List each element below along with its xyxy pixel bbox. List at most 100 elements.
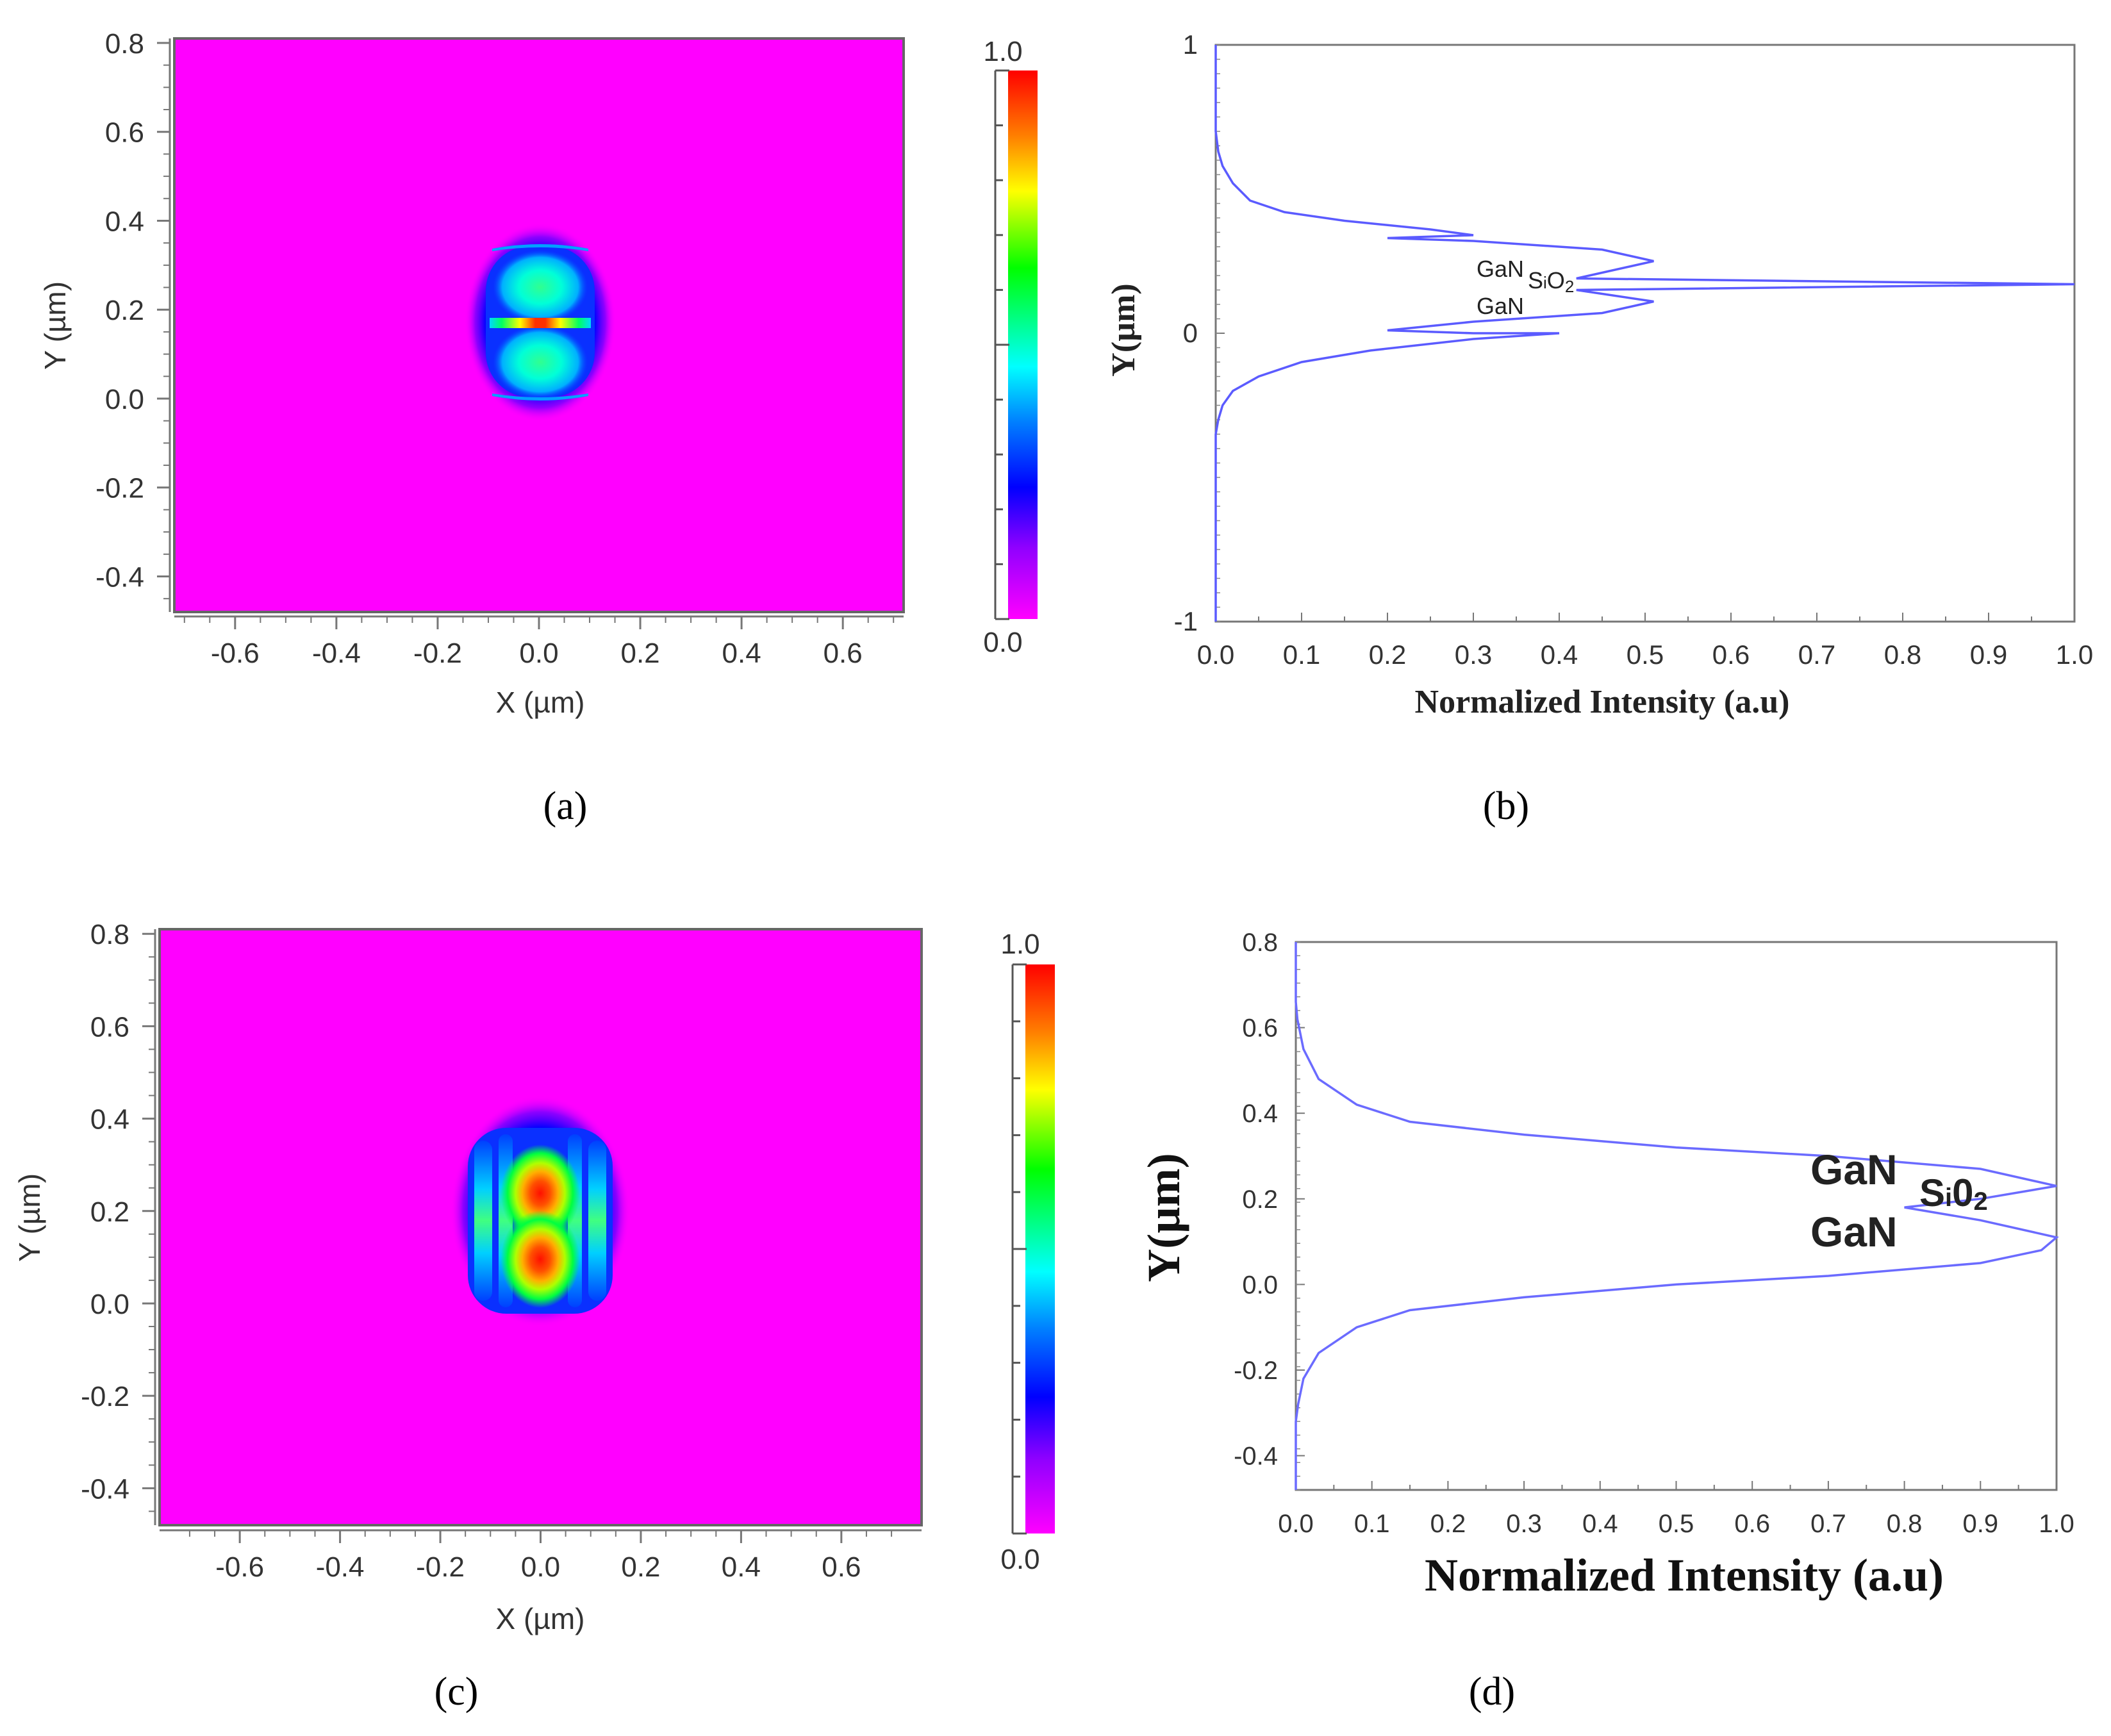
y-tick-label-a: -0.2 xyxy=(95,473,144,504)
panel-label-a: (a) xyxy=(543,784,588,828)
x-tick-label-d: 0.1 xyxy=(1354,1510,1390,1538)
y-tick-label-d: 0.6 xyxy=(1242,1014,1278,1043)
x-tick-label-b: 0.5 xyxy=(1627,640,1664,670)
y-tick-label-c: -0.2 xyxy=(81,1381,129,1412)
colorbar-a: 1.0 0.0 xyxy=(983,36,1038,658)
y-tick-label-b: 0 xyxy=(1183,318,1198,348)
y-tick-label-d: 0.0 xyxy=(1242,1271,1278,1299)
x-tick-label-b: 0.9 xyxy=(1970,640,2007,670)
x-axis-a: -0.6 -0.4 -0.2 0.0 0.2 0.4 0.6 xyxy=(174,615,904,669)
x-tick-label-b: 0.3 xyxy=(1455,640,1492,670)
x-tick-label-d: 0.3 xyxy=(1506,1510,1542,1538)
y-tick-label-c: 0.6 xyxy=(90,1011,129,1043)
y-tick-label-a: -0.4 xyxy=(95,561,144,593)
y-tick-label-b: 1 xyxy=(1183,29,1198,60)
colorbar-max-a: 1.0 xyxy=(983,36,1022,67)
x-axis-b: 0.0 0.1 0.2 0.3 0.4 0.5 0.6 0.7 0.8 0.9 1.0 xyxy=(1197,613,2093,670)
panel-a-mode-profile: -0.6 -0.4 -0.2 0.0 0.2 0.4 0.6 0.8 0.6 0.4 0.2 0.0… xyxy=(38,28,1038,828)
panel-label-d: (d) xyxy=(1469,1670,1515,1714)
y-tick-label-a: 0.4 xyxy=(105,206,144,237)
x-tick-label-a: 0.4 xyxy=(722,638,761,669)
plot-area-d xyxy=(1295,941,2058,1491)
x-tick-label-d: 1.0 xyxy=(2039,1510,2074,1538)
annotation-gan-top-d: GaN xyxy=(1810,1146,1898,1193)
annotation-sio2-d: Si02 xyxy=(1919,1171,1988,1216)
intensity-curve-b xyxy=(1214,45,2075,622)
x-tick-label-d: 0.6 xyxy=(1734,1510,1770,1538)
x-tick-label-a: -0.4 xyxy=(312,638,361,669)
x-tick-label-d: 0.5 xyxy=(1659,1510,1694,1538)
x-axis-c: -0.6 -0.4 -0.2 0.0 0.2 0.4 0.6 xyxy=(160,1529,922,1583)
x-tick-label-c: 0.6 xyxy=(822,1551,861,1583)
y-axis-label-b: Y(µm) xyxy=(1105,283,1142,376)
x-tick-label-d: 0.8 xyxy=(1887,1510,1923,1538)
x-axis-label-c: X (µm) xyxy=(496,1602,585,1635)
x-axis-label-d: Normalized Intensity (a.u) xyxy=(1425,1550,1944,1601)
field-mode-a xyxy=(465,223,616,422)
x-tick-label-d: 0.4 xyxy=(1582,1510,1618,1538)
x-tick-label-b: 0.1 xyxy=(1283,640,1320,670)
y-tick-label-d: 0.8 xyxy=(1242,929,1278,957)
y-axis-c: 0.8 0.6 0.4 0.2 0.0 -0.2 -0.4 xyxy=(81,919,156,1525)
x-tick-label-c: -0.6 xyxy=(215,1551,264,1583)
x-tick-label-a: 0.0 xyxy=(519,638,558,669)
plot-area-b xyxy=(1214,44,2076,623)
x-tick-label-a: 0.6 xyxy=(824,638,863,669)
y-tick-label-d: 0.4 xyxy=(1242,1100,1278,1128)
annotation-gan-top-b: GaN xyxy=(1477,256,1524,282)
annotation-gan-bottom-d: GaN xyxy=(1810,1208,1898,1255)
panel-c-mode-profile: -0.6 -0.4 -0.2 0.0 0.2 0.4 0.6 0.8 0.6 0.4 0.2 0.0… xyxy=(13,919,1055,1714)
x-tick-label-b: 0.4 xyxy=(1541,640,1578,670)
y-tick-label-a: 0.2 xyxy=(105,295,144,326)
x-tick-label-c: -0.4 xyxy=(316,1551,365,1583)
x-axis-d: 0.0 0.1 0.2 0.3 0.4 0.5 0.6 0.7 0.8 0.9 1.0 xyxy=(1278,1481,2074,1538)
x-tick-label-b: 0.6 xyxy=(1712,640,1750,670)
x-tick-label-b: 1.0 xyxy=(2056,640,2093,670)
annotation-gan-bottom-b: GaN xyxy=(1477,293,1524,319)
y-tick-label-c: 0.0 xyxy=(90,1289,129,1320)
x-axis-label-b: Normalized Intensity (a.u) xyxy=(1415,684,1790,720)
colorbar-c: 1.0 0.0 xyxy=(1000,929,1055,1575)
x-tick-label-a: -0.6 xyxy=(211,638,260,669)
x-tick-label-b: 0.7 xyxy=(1798,640,1835,670)
y-axis-d: 0.8 0.6 0.4 0.2 0.0 -0.2 -0.4 xyxy=(1234,929,1305,1491)
x-tick-label-b: 0.2 xyxy=(1369,640,1406,670)
y-axis-label-d: Y(µm) xyxy=(1138,1153,1189,1282)
y-tick-label-c: -0.4 xyxy=(81,1473,129,1505)
y-tick-label-b: -1 xyxy=(1174,606,1198,636)
y-axis-label-c: Y (µm) xyxy=(13,1173,46,1262)
panel-label-c: (c) xyxy=(435,1670,479,1714)
y-axis-b: 1 0 -1 xyxy=(1174,29,1225,636)
x-tick-label-c: 0.4 xyxy=(722,1551,761,1583)
y-tick-label-d: -0.2 xyxy=(1234,1357,1278,1385)
y-axis-a: 0.8 0.6 0.4 0.2 0.0 -0.2 -0.4 xyxy=(95,28,171,612)
x-tick-label-c: 0.0 xyxy=(521,1551,560,1583)
x-tick-label-a: 0.2 xyxy=(620,638,659,669)
x-tick-label-c: -0.2 xyxy=(416,1551,465,1583)
y-tick-label-a: 0.0 xyxy=(105,384,144,415)
annotation-sio2-b: SiO2 xyxy=(1528,267,1574,296)
x-tick-label-b: 0.8 xyxy=(1884,640,1921,670)
y-tick-label-d: 0.2 xyxy=(1242,1186,1278,1214)
colorbar-min-a: 0.0 xyxy=(983,627,1022,658)
panel-b-intensity-profile: 0.0 0.1 0.2 0.3 0.4 0.5 0.6 0.7 0.8 0.9 1.0 1 0 -1 N… xyxy=(1105,29,2093,828)
colorbar-min-c: 0.0 xyxy=(1000,1544,1039,1575)
x-tick-label-c: 0.2 xyxy=(621,1551,660,1583)
x-tick-label-d: 0.2 xyxy=(1430,1510,1466,1538)
x-tick-label-d: 0.0 xyxy=(1278,1510,1314,1538)
x-tick-label-d: 0.7 xyxy=(1810,1510,1846,1538)
colorbar-max-c: 1.0 xyxy=(1000,929,1039,960)
y-tick-label-a: 0.8 xyxy=(105,28,144,60)
panel-label-b: (b) xyxy=(1483,784,1529,828)
field-mode-c xyxy=(451,1096,630,1327)
intensity-curve-d xyxy=(1295,942,2059,1490)
y-tick-label-a: 0.6 xyxy=(105,117,144,149)
y-tick-label-c: 0.4 xyxy=(90,1104,129,1136)
panel-d-intensity-profile: 0.0 0.1 0.2 0.3 0.4 0.5 0.6 0.7 0.8 0.9 1.0 0.8 0.6… xyxy=(1138,929,2074,1714)
x-axis-label-a: X (µm) xyxy=(496,686,585,719)
y-tick-label-c: 0.8 xyxy=(90,919,129,950)
y-tick-label-c: 0.2 xyxy=(90,1196,129,1228)
x-tick-label-d: 0.9 xyxy=(1962,1510,1998,1538)
x-tick-label-b: 0.0 xyxy=(1197,640,1234,670)
